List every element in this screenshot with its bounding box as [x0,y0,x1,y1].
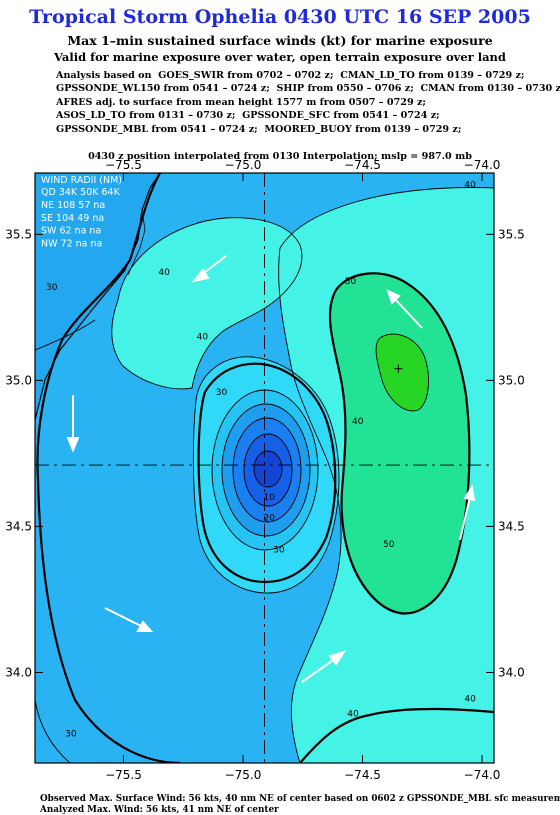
contour-line-50 [328,272,471,615]
contour-line-30 [192,356,340,594]
wind-arrow-head [66,437,80,453]
lat-tick-label-right: 35.5 [498,227,525,241]
map-title: Tropical Storm Ophelia 0430 UTC 16 SEP 2… [29,6,531,28]
map-subtitle-validity: Valid for marine exposure over water, op… [54,50,506,64]
lon-tick-label-top: −74.0 [464,158,501,172]
contour-fill-50 [329,273,470,614]
lat-tick-label-left: 34.5 [5,519,32,533]
contour-label: 40 [347,709,359,719]
lon-tick-label-top: −74.5 [344,158,381,172]
wind-arrow [459,496,471,541]
lat-tick-label-right: 34.5 [498,519,525,533]
lat-tick-label-right: 35.0 [498,373,525,387]
map-frame [34,172,495,764]
analysis-line: GPSSONDE_WL150 from 0541 – 0724 z; SHIP … [56,83,560,95]
analysis-sources: Analysis based on GOES_SWIR from 0702 – … [56,69,560,136]
observed-max-wind: Observed Max. Surface Wind: 56 kts, 40 n… [40,794,560,804]
contour-line-5 [243,433,293,507]
coastline-inner [127,209,146,276]
lon-tick-label-bottom: −75.5 [105,768,142,782]
wind-arrow-head [191,268,210,283]
contour-label: 50 [383,540,395,550]
lon-tick-label-top: −75.5 [105,158,142,172]
wind-radii-row: NE 108 57 na [41,200,105,211]
contour-line-20 [211,389,319,551]
wind-radii-row: SW 62 na na [41,226,101,237]
contour-line-60 [375,333,429,412]
contour-fill-40-west [111,217,302,389]
contour-label: 30 [216,388,228,398]
interpolation-note: 0430 z position interpolated from 0130 I… [88,151,472,162]
footer-notes: Observed Max. Surface Wind: 56 kts, 40 n… [40,794,560,815]
lon-tick-label-top: −75.0 [225,158,262,172]
contour-line-40-east [278,187,494,763]
wind-arrow [393,297,423,329]
contour-line-0 [253,450,283,488]
wind-arrow-head [386,289,401,305]
wind-radii-header: WIND RADII (NM) [41,175,122,186]
lat-tick-label-left: 35.5 [5,227,32,241]
wind-radii-row: NW 72 na na [41,238,102,249]
contour-line-30-west [35,319,96,763]
contour-label: 10 [264,493,276,503]
contour-line-34-outer [36,173,494,763]
contour-line-15 [221,403,311,537]
contour-line-40 [111,217,303,390]
contour-line-10 [232,417,302,523]
contour-label: 40 [352,417,364,427]
wind-arrow-head [136,620,154,632]
analyzed-max-wind: Analyzed Max. Wind: 56 kts, 41 nm NE of … [40,804,279,815]
contour-fill-60 [376,334,429,411]
contour-label: 40 [197,332,209,342]
lat-tick-label-right: 34.0 [498,665,525,679]
map-subtitle: Max 1–min sustained surface winds (kt) f… [67,33,493,48]
lon-tick-label-bottom: −75.0 [225,768,262,782]
lon-tick-label-bottom: −74.0 [464,768,501,782]
analysis-line: GPSSONDE_MBL from 0541 – 0724 z; MOORED_… [56,123,462,135]
wind-arrow-head [328,650,347,666]
contour-label: 30 [65,730,77,740]
wind-arrow-head [463,484,476,502]
contour-fill-0 [254,451,282,487]
lat-tick-label-left: 34.0 [5,665,32,679]
analysis-line: ASOS_LD_TO from 0131 – 0730 z; GPSSONDE_… [56,110,440,122]
analysis-line: AFRES adj. to surface from mean height 1… [56,96,426,108]
analysis-line: Analysis based on GOES_SWIR from 0702 – … [56,70,525,81]
contour-label: 40 [158,268,170,278]
lat-tick-label-left: 35.0 [5,373,32,387]
lon-tick-label-bottom: −74.5 [344,768,381,782]
contour-label: 50 [345,277,357,287]
wind-arrow [104,607,144,628]
coastline [35,173,161,421]
contour-line-34-inner [197,362,337,584]
wind-radii-row: SE 104 49 na [41,213,104,224]
contour-label: 30 [273,546,285,556]
wind-arrow [301,657,337,683]
wind-radii-columns: QD 34K 50K 64K [41,187,121,198]
contour-label: 30 [46,283,58,293]
contour-label: 40 [464,181,476,191]
wind-radii-panel: WIND RADII (NM) QD 34K 50K 64K NE 108 57… [41,175,122,249]
contour-label: 40 [464,695,476,705]
contour-label: 20 [264,514,276,524]
